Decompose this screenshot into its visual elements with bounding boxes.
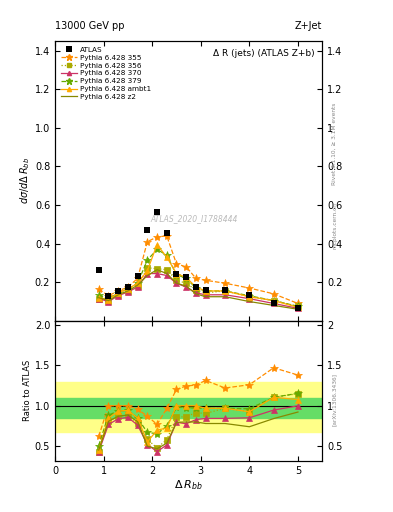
- Text: Z+Jet: Z+Jet: [295, 21, 322, 31]
- Legend: ATLAS, Pythia 6.428 355, Pythia 6.428 356, Pythia 6.428 370, Pythia 6.428 379, P: ATLAS, Pythia 6.428 355, Pythia 6.428 35…: [59, 45, 153, 102]
- Text: Δ R (jets) (ATLAS Z+b): Δ R (jets) (ATLAS Z+b): [213, 49, 314, 58]
- Y-axis label: Ratio to ATLAS: Ratio to ATLAS: [23, 360, 32, 421]
- Text: ATLAS_2020_I1788444: ATLAS_2020_I1788444: [150, 215, 238, 224]
- X-axis label: $\Delta\,R_{bb}$: $\Delta\,R_{bb}$: [174, 478, 203, 492]
- Text: mcplots.cern.ch: mcplots.cern.ch: [332, 202, 337, 249]
- Text: Rivet 3.1.10, ≥ 3.1M events: Rivet 3.1.10, ≥ 3.1M events: [332, 102, 337, 184]
- Bar: [55, 381, 322, 432]
- Y-axis label: $d\sigma/d\Delta\,R_{bb}$: $d\sigma/d\Delta\,R_{bb}$: [18, 157, 32, 204]
- Bar: [55, 398, 322, 418]
- Text: [arXiv:1306.3436]: [arXiv:1306.3436]: [332, 373, 337, 426]
- Text: 13000 GeV pp: 13000 GeV pp: [55, 21, 125, 31]
